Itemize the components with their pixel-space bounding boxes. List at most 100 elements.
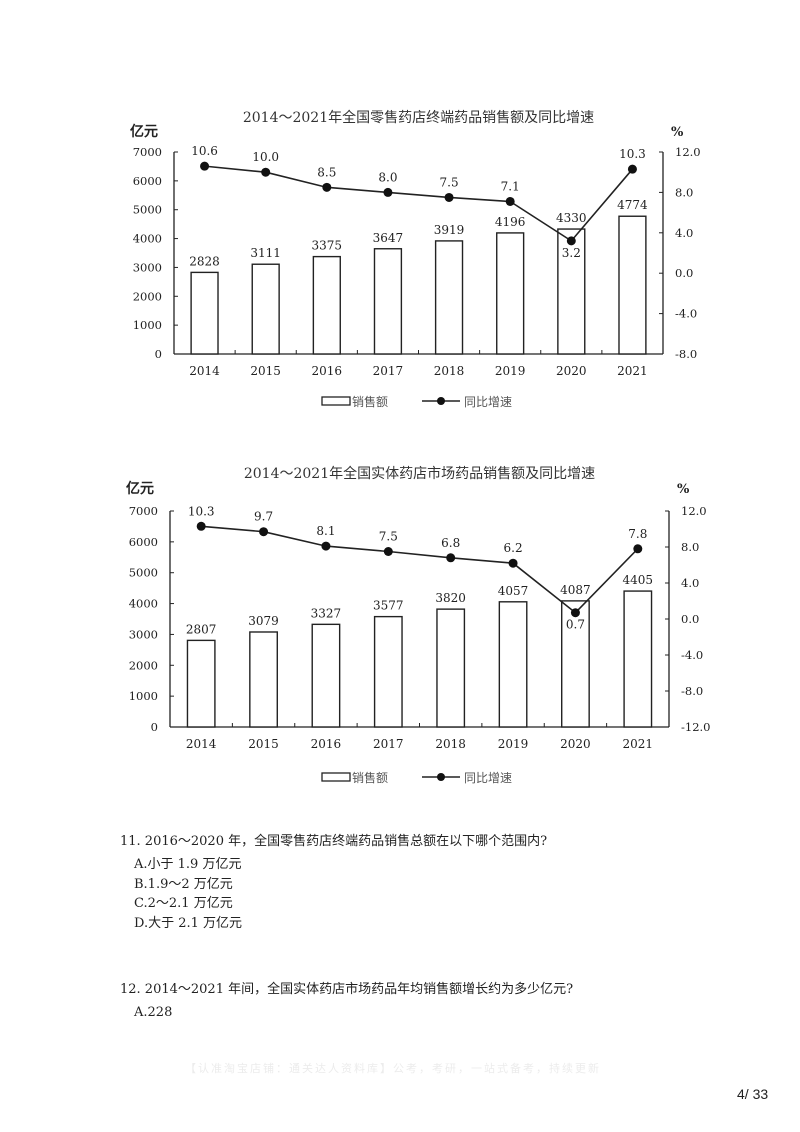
bar-value-label: 3327 <box>311 606 342 620</box>
right-tick-label: 8.0 <box>681 540 699 554</box>
left-tick-label: 5000 <box>133 203 162 217</box>
left-tick-label: 0 <box>151 720 158 734</box>
bar-sales <box>186 639 216 728</box>
option-a[interactable]: A.小于 1.9 万亿元 <box>134 857 242 872</box>
left-tick-label: 3000 <box>129 627 158 641</box>
right-tick-label: 0.0 <box>675 266 693 280</box>
option-c[interactable]: C.2～2.1 万亿元 <box>134 896 233 911</box>
legend-label: 同比增速 <box>464 395 512 409</box>
question-title: 11. 2016～2020 年，全国零售药店终端药品销售总额在以下哪个范围内? <box>120 834 548 849</box>
growth-value-label: 7.1 <box>501 179 520 193</box>
legend-bar-swatch <box>321 772 351 782</box>
left-tick-label: 7000 <box>129 504 158 518</box>
growth-value-label: 7.8 <box>628 527 647 541</box>
x-tick-label: 2021 <box>617 364 648 378</box>
x-tick-label: 2015 <box>248 737 279 751</box>
left-tick-label: 3000 <box>133 260 162 274</box>
right-tick-label: -8.0 <box>675 347 697 361</box>
bar-sales <box>623 590 653 728</box>
question-11: 11. 2016～2020 年，全国零售药店终端药品销售总额在以下哪个范围内? … <box>120 833 547 933</box>
right-tick-label: 12.0 <box>681 504 707 518</box>
growth-value-label: 6.8 <box>441 536 460 550</box>
right-axis-unit: % <box>677 482 690 497</box>
legend-bar-swatch <box>321 396 351 406</box>
growth-marker <box>261 167 271 177</box>
bar-sales <box>496 232 525 355</box>
chart-title: 2014～2021年全国实体药店市场药品销售额及同比增速 <box>244 465 595 482</box>
x-tick-label: 2020 <box>560 737 591 751</box>
left-tick-label: 4000 <box>129 597 158 611</box>
growth-marker <box>633 544 643 554</box>
left-tick-label: 1000 <box>133 318 162 332</box>
growth-value-label: 3.2 <box>562 246 581 260</box>
growth-marker <box>196 521 206 531</box>
right-tick-label: 4.0 <box>681 576 699 590</box>
growth-value-label: 7.5 <box>440 175 459 189</box>
growth-marker <box>321 541 331 551</box>
left-axis-unit: 亿元 <box>130 123 158 140</box>
right-tick-label: -8.0 <box>681 684 703 698</box>
right-tick-label: 12.0 <box>675 145 701 159</box>
x-tick-label: 2015 <box>250 364 281 378</box>
x-tick-label: 2019 <box>495 364 526 378</box>
growth-value-label: 10.0 <box>252 150 279 164</box>
bar-sales <box>618 215 647 355</box>
x-tick-label: 2021 <box>623 737 654 751</box>
bar-sales <box>434 240 464 355</box>
bar-sales <box>373 615 403 728</box>
growth-marker <box>566 236 576 246</box>
option-a[interactable]: A.228 <box>134 1005 173 1020</box>
question-title: 12. 2014～2021 年间，全国实体药店市场药品年均销售额增长约为多少亿元… <box>120 982 574 997</box>
growth-value-label: 8.5 <box>317 165 336 179</box>
watermark: 【认准淘宝店铺：通关达人资料库】公考，考研，一站式备考，持续更新 <box>185 1062 601 1075</box>
bar-value-label: 3375 <box>312 239 343 253</box>
growth-value-label: 6.2 <box>504 541 523 555</box>
bar-value-label: 4774 <box>617 198 648 212</box>
x-tick-label: 2014 <box>186 737 217 751</box>
bar-sales <box>557 228 586 355</box>
x-tick-label: 2018 <box>435 737 466 751</box>
bar-sales <box>436 608 466 728</box>
x-tick-label: 2016 <box>311 737 342 751</box>
bar-value-label: 4196 <box>495 215 526 229</box>
bar-value-label: 3111 <box>250 246 281 260</box>
bar-sales <box>190 271 219 355</box>
left-tick-label: 1000 <box>129 689 158 703</box>
bar-value-label: 4057 <box>498 584 529 598</box>
growth-marker <box>259 527 269 537</box>
bar-value-label: 2807 <box>186 622 217 636</box>
bar-sales <box>312 255 341 355</box>
legend-marker <box>437 773 445 781</box>
left-axis-unit: 亿元 <box>126 480 154 497</box>
growth-marker <box>570 608 580 618</box>
bar-sales <box>251 263 280 355</box>
legend-marker <box>437 397 445 405</box>
growth-line <box>204 165 634 242</box>
growth-marker <box>444 192 454 202</box>
right-tick-label: 8.0 <box>675 185 693 199</box>
option-d[interactable]: D.大于 2.1 万亿元 <box>134 915 243 931</box>
growth-line <box>201 525 639 614</box>
growth-marker <box>627 164 637 174</box>
legend-label: 销售额 <box>352 770 388 785</box>
growth-value-label: 9.7 <box>254 510 273 524</box>
growth-marker <box>322 182 332 192</box>
x-tick-label: 2014 <box>189 364 220 378</box>
option-b[interactable]: B.1.9～2 万亿元 <box>134 876 233 892</box>
x-tick-label: 2017 <box>373 737 404 751</box>
left-tick-label: 2000 <box>129 658 158 672</box>
right-tick-label: -4.0 <box>681 648 703 662</box>
growth-value-label: 8.0 <box>378 170 397 184</box>
right-axis-unit: % <box>671 125 684 140</box>
bar-value-label: 3079 <box>248 614 279 628</box>
x-tick-label: 2020 <box>556 364 587 378</box>
bar-sales <box>561 600 590 728</box>
x-tick-label: 2017 <box>373 364 404 378</box>
left-tick-label: 6000 <box>133 174 162 188</box>
bar-sales <box>311 623 341 728</box>
growth-marker <box>505 196 515 206</box>
left-tick-label: 0 <box>155 347 162 361</box>
bar-value-label: 4405 <box>623 573 654 587</box>
